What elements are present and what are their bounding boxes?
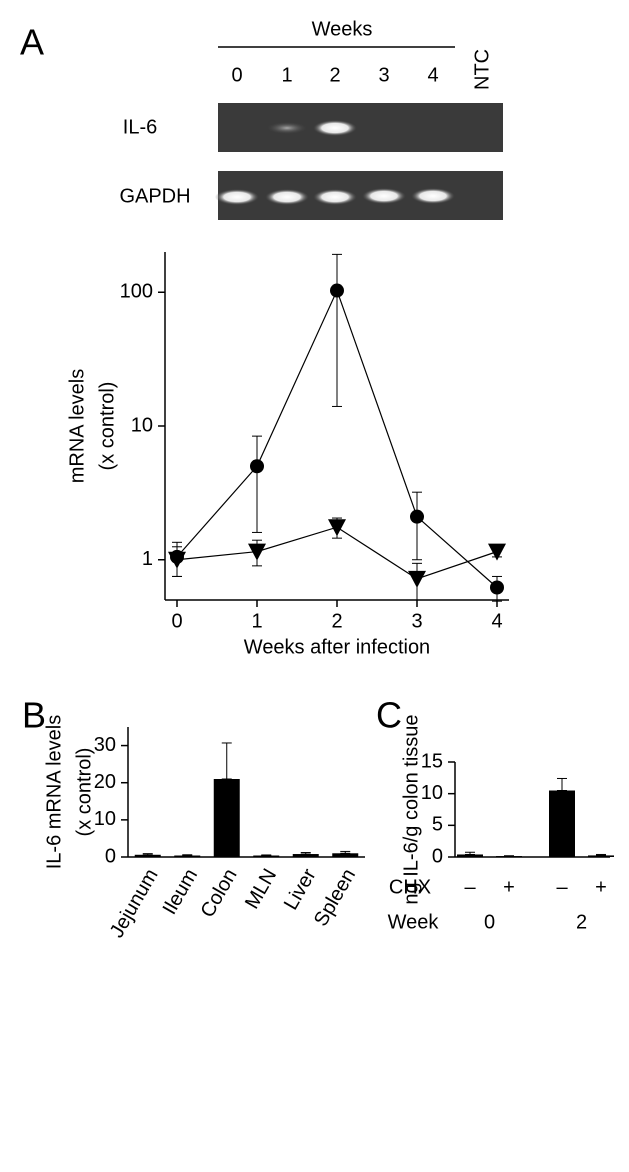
x-tick-label: – [464,876,476,898]
group-label: 2 [576,911,587,933]
lane-label: 1 [281,64,292,86]
gel-image [218,171,503,220]
x-tick-label: 2 [331,610,342,632]
gel-band [215,189,259,205]
y-tick-label: 5 [432,814,443,836]
group-label: 0 [484,911,495,933]
bar [213,779,240,857]
point [490,580,504,595]
bar [549,790,575,857]
gel-band [411,188,455,204]
bar [174,855,201,857]
y-tick-label: 0 [105,845,116,867]
y-axis-label: (x control) [96,382,118,471]
x-tick-label: – [556,876,568,898]
bar [253,855,280,857]
y-tick-label: 0 [432,845,443,867]
y-tick-label: 1 [142,548,153,570]
y-tick-label: 15 [421,750,443,772]
y-axis-label: mRNA levels [66,369,88,483]
x-tick-label: MLN [241,865,281,913]
lane-label: 2 [329,64,340,86]
x-tick-label: Liver [280,865,321,914]
gel-band [362,188,406,204]
x-tick-label: 3 [411,610,422,632]
x-tick-label: Colon [196,865,241,921]
bar [292,854,319,857]
point [168,551,186,569]
point [250,459,264,474]
bar [332,853,359,857]
gel-band [265,189,309,205]
y-axis-label: IL-6 mRNA levels [43,715,65,870]
gel-image [218,103,503,152]
point [408,570,426,588]
gel-band [313,189,357,205]
lane-label: NTC [471,49,493,90]
gel-band [313,120,357,136]
point [330,283,344,298]
lane-label: 3 [378,64,389,86]
y-tick-label: 10 [131,414,153,436]
x-tick-label: 4 [491,610,502,632]
row-label: GAPDH [119,185,190,207]
bar [134,854,161,857]
bar [457,854,483,857]
point [248,543,266,561]
panel-label: C [376,695,402,736]
y-tick-label: 20 [94,771,116,793]
x-tick-label: + [595,876,607,898]
y-axis-label: ng IL-6/g colon tissue [400,714,422,904]
point [488,543,506,561]
panel-label: B [22,695,46,736]
row-label: IL-6 [123,116,157,138]
lane-label: 4 [427,64,438,86]
y-tick-label: 30 [94,734,116,756]
lane-label: 0 [231,64,242,86]
y-tick-label: 100 [120,281,153,303]
x-axis-label: Weeks after infection [244,636,430,658]
category-row-label: CHX [389,876,431,898]
point [328,519,346,537]
x-tick-label: Jejunum [106,865,163,941]
group-row-label: Week [388,911,440,933]
panel-label: A [20,22,44,63]
bar [588,855,614,857]
gel-band [267,122,307,134]
y-tick-label: 10 [421,782,443,804]
gel-header: Weeks [312,18,373,40]
x-tick-label: + [503,876,515,898]
x-tick-label: 1 [251,610,262,632]
y-axis-label: (x control) [73,748,95,837]
y-tick-label: 10 [94,808,116,830]
x-tick-label: 0 [171,610,182,632]
point [410,509,424,524]
